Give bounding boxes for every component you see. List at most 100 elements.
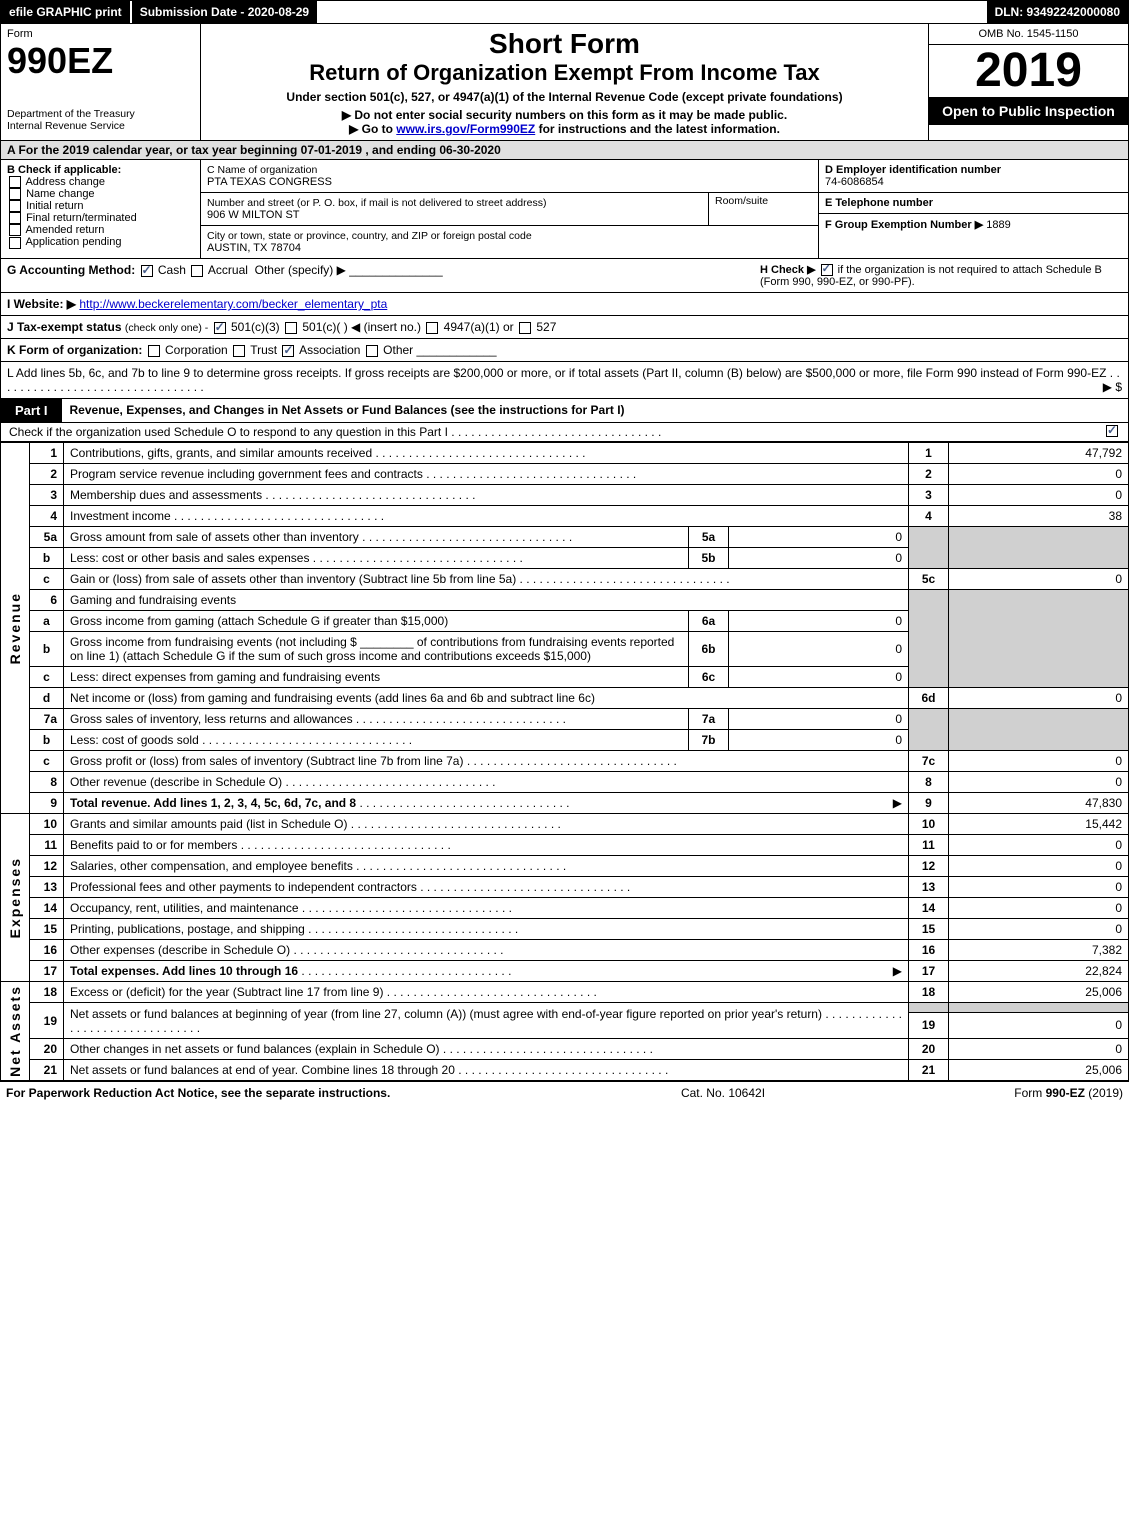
box-8: 8 [909, 772, 949, 793]
l-arrow: ▶ $ [1103, 380, 1122, 394]
desc-18: Excess or (deficit) for the year (Subtra… [64, 982, 909, 1003]
ln-18: 18 [30, 982, 64, 1003]
val-6d: 0 [949, 688, 1129, 709]
shade-val-7ab [949, 709, 1129, 751]
shade-7ab [909, 709, 949, 751]
row-l: L Add lines 5b, 6c, and 7b to line 9 to … [0, 362, 1129, 399]
lbl-4947: 4947(a)(1) or [444, 320, 514, 334]
chk-initial-return[interactable] [9, 200, 21, 212]
chk-other-org[interactable] [366, 345, 378, 357]
mval-5b: 0 [729, 548, 909, 569]
ln-17: 17 [30, 961, 64, 982]
mini-6a: 6a [689, 611, 729, 632]
website-link[interactable]: http://www.beckerelementary.com/becker_e… [79, 297, 387, 311]
val-11: 0 [949, 835, 1129, 856]
desc-5a: Gross amount from sale of assets other t… [64, 527, 689, 548]
chk-501c[interactable] [285, 322, 297, 334]
chk-part1-schedo[interactable] [1106, 425, 1118, 437]
desc-21: Net assets or fund balances at end of ye… [64, 1059, 909, 1080]
omb-number: OMB No. 1545-1150 [929, 24, 1128, 45]
efile-print-button[interactable]: efile GRAPHIC print [1, 1, 132, 23]
chk-application-pending[interactable] [9, 237, 21, 249]
header-center: Short Form Return of Organization Exempt… [201, 24, 928, 140]
chk-address-change[interactable] [9, 176, 21, 188]
form-label: Form [7, 28, 194, 40]
grp-label: F Group Exemption Number ▶ [825, 219, 983, 231]
mval-7b: 0 [729, 730, 909, 751]
lbl-assoc: Association [299, 343, 360, 357]
shade-val-19 [949, 1003, 1129, 1013]
chk-corp[interactable] [148, 345, 160, 357]
subtitle: Under section 501(c), 527, or 4947(a)(1)… [207, 90, 922, 104]
desc-10: Grants and similar amounts paid (list in… [64, 814, 909, 835]
ln-1: 1 [30, 443, 64, 464]
chk-final-return[interactable] [9, 212, 21, 224]
chk-name-change[interactable] [9, 188, 21, 200]
desc-6d: Net income or (loss) from gaming and fun… [64, 688, 909, 709]
box-14: 14 [909, 898, 949, 919]
tax-year: 2019 [929, 45, 1128, 97]
ln-20: 20 [30, 1038, 64, 1059]
val-2: 0 [949, 464, 1129, 485]
lbl-527: 527 [536, 320, 556, 334]
lbl-cash: Cash [158, 263, 186, 277]
lbl-corp: Corporation [165, 343, 228, 357]
desc-5b: Less: cost or other basis and sales expe… [64, 548, 689, 569]
chk-assoc[interactable] [282, 345, 294, 357]
addr-value: 906 W MILTON ST [207, 209, 702, 221]
header-left: Form 990EZ Department of the Treasury In… [1, 24, 201, 140]
shade-6 [909, 590, 949, 688]
box-10: 10 [909, 814, 949, 835]
lbl-501c3: 501(c)(3) [231, 320, 280, 334]
j-label: J Tax-exempt status [7, 320, 122, 334]
val-1: 47,792 [949, 443, 1129, 464]
chk-amended-return[interactable] [9, 224, 21, 236]
desc-4: Investment income [64, 506, 909, 527]
box-7c: 7c [909, 751, 949, 772]
box-11: 11 [909, 835, 949, 856]
lbl-other-org: Other [383, 343, 413, 357]
i-label: I Website: ▶ [7, 297, 76, 311]
box-16: 16 [909, 940, 949, 961]
mval-5a: 0 [729, 527, 909, 548]
box-21: 21 [909, 1059, 949, 1080]
desc-2: Program service revenue including govern… [64, 464, 909, 485]
box-19: 19 [909, 1012, 949, 1038]
chk-cash[interactable] [141, 265, 153, 277]
ln-6a: a [30, 611, 64, 632]
ln-4: 4 [30, 506, 64, 527]
col-b-title: B Check if applicable: [7, 164, 194, 176]
chk-527[interactable] [519, 322, 531, 334]
page-footer: For Paperwork Reduction Act Notice, see … [0, 1081, 1129, 1104]
chk-h[interactable] [821, 264, 833, 276]
desc-7b: Less: cost of goods sold [64, 730, 689, 751]
desc-15: Printing, publications, postage, and shi… [64, 919, 909, 940]
mval-7a: 0 [729, 709, 909, 730]
lbl-name-change: Name change [26, 188, 95, 200]
lbl-address-change: Address change [25, 176, 105, 188]
ln-2: 2 [30, 464, 64, 485]
dept-label: Department of the Treasury [7, 108, 194, 120]
info-grid: B Check if applicable: Address change Na… [0, 160, 1129, 259]
ln-14: 14 [30, 898, 64, 919]
irs-link[interactable]: www.irs.gov/Form990EZ [396, 122, 535, 136]
desc-7a: Gross sales of inventory, less returns a… [64, 709, 689, 730]
val-20: 0 [949, 1038, 1129, 1059]
top-bar: efile GRAPHIC print Submission Date - 20… [0, 0, 1129, 24]
chk-trust[interactable] [233, 345, 245, 357]
chk-accrual[interactable] [191, 265, 203, 277]
mval-6b: 0 [729, 632, 909, 667]
ln-6d: d [30, 688, 64, 709]
ln-7b: b [30, 730, 64, 751]
desc-6a: Gross income from gaming (attach Schedul… [64, 611, 689, 632]
desc-8: Other revenue (describe in Schedule O) [64, 772, 909, 793]
ein-label: D Employer identification number [825, 164, 1122, 176]
val-7c: 0 [949, 751, 1129, 772]
val-12: 0 [949, 856, 1129, 877]
box-9: 9 [909, 793, 949, 814]
lbl-501c: 501(c)( ) ◀ (insert no.) [302, 320, 421, 334]
mval-6a: 0 [729, 611, 909, 632]
chk-501c3[interactable] [214, 322, 226, 334]
chk-4947[interactable] [426, 322, 438, 334]
val-10: 15,442 [949, 814, 1129, 835]
